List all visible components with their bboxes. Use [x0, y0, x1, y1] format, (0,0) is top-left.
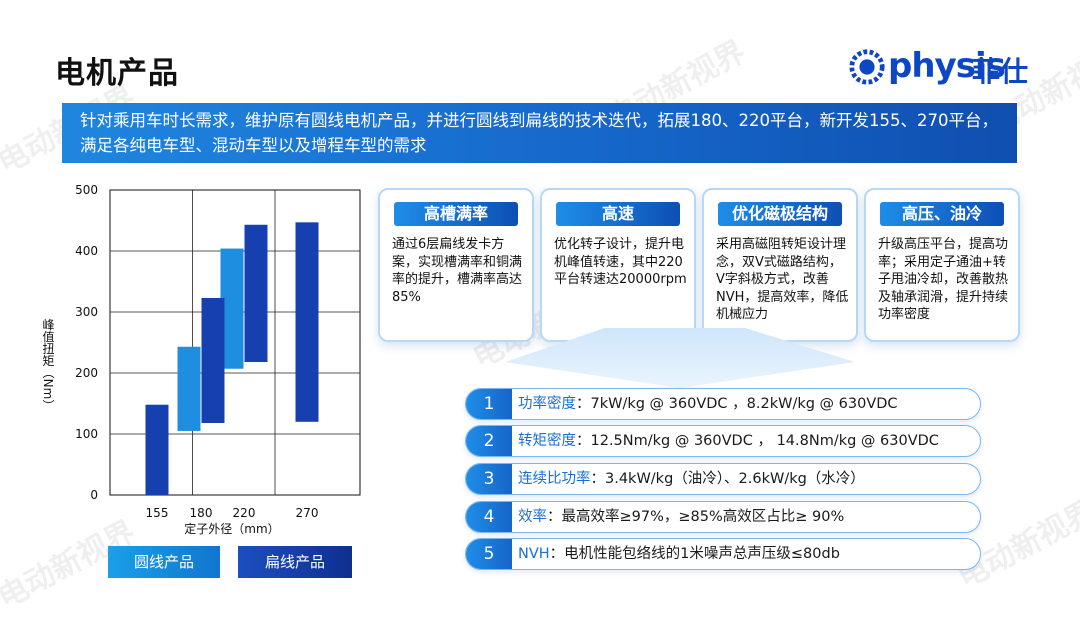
logo-wordmark: physis	[888, 46, 1006, 86]
feature-card-body: 升级高压平台，提高功率；采用定子通油+转子甩油冷却，改善散热及轴承润滑，提升持续…	[878, 237, 1009, 322]
x-tick-label: 155	[146, 506, 169, 520]
torque-range-bar	[295, 222, 319, 422]
feature-card-title: 高槽满率	[394, 202, 518, 226]
x-tick-label: 220	[233, 506, 256, 520]
logo-chinese: 菲仕	[972, 55, 1029, 88]
spec-row: 5 NVH：电机性能包络线的1米噪声总声压级≤80db	[465, 538, 981, 570]
feature-card: 优化磁极结构 采用高磁阻转矩设计理念，双V式磁路结构，V字斜极方式，改善NVH，…	[702, 188, 858, 342]
logo-gear-icon	[849, 49, 885, 85]
legend-round-wire: 圆线产品	[108, 546, 220, 578]
summary-text: 针对乘用车时长需求，维护原有圆线电机产品，并进行圆线到扁线的技术迭代，拓展180…	[80, 111, 998, 155]
spec-label: 连续比功率	[518, 471, 591, 487]
torque-chart: 0 100 200 300 400 500 155 180 220 270 定子外径（mm） 峰值扭矩…	[41, 183, 361, 536]
torque-range-bar	[220, 248, 244, 369]
torque-range-bar	[201, 297, 225, 424]
spec-value: ：7kW/kg @ 360VDC ，8.2kW/kg @ 630VDC	[576, 396, 898, 412]
spec-label: 转矩密度	[518, 433, 576, 449]
spec-value: ：最高效率≥97%，≥85%高效区占比≥ 90%	[547, 509, 845, 525]
plot-area	[109, 189, 361, 496]
x-tick-label: 270	[296, 506, 319, 520]
y-tick-label: 200	[75, 366, 98, 380]
spec-number: 3	[466, 464, 512, 494]
y-axis-title: 峰值扭矩（Nm）	[41, 318, 55, 411]
feature-card: 高压、油冷 升级高压平台，提高功率；采用定子通油+转子甩油冷却，改善散热及轴承润…	[864, 188, 1020, 342]
spec-number: 1	[466, 389, 512, 419]
company-logo: physis 菲仕	[848, 44, 1048, 94]
y-tick-label: 500	[75, 183, 98, 197]
feature-card-title: 优化磁极结构	[718, 202, 842, 226]
torque-range-bar	[244, 224, 268, 363]
spec-value: ：12.5Nm/kg @ 360VDC ， 14.8Nm/kg @ 630VDC	[576, 433, 939, 449]
summary-banner	[62, 103, 1017, 163]
feature-card-body: 采用高磁阻转矩设计理念，双V式磁路结构，V字斜极方式，改善NVH，提高效率，降低…	[716, 237, 849, 322]
spec-row: 2 转矩密度：12.5Nm/kg @ 360VDC ， 14.8Nm/kg @ …	[465, 425, 981, 457]
feature-card-title: 高速	[556, 202, 680, 226]
spec-label: NVH	[518, 546, 550, 562]
spec-value: ：3.4kW/kg（油冷）、2.6kW/kg（水冷）	[590, 471, 865, 487]
x-axis-title: 定子外径（mm）	[184, 521, 279, 536]
spec-label: 效率	[518, 509, 547, 525]
spec-value: ：电机性能包络线的1米噪声总声压级≤80db	[549, 546, 840, 562]
feature-card-body: 通过6层扁线发卡方案，实现槽满率和铜满率的提升，槽满率高达85%	[392, 237, 523, 305]
spec-number: 2	[466, 426, 512, 456]
y-tick-label: 400	[75, 244, 98, 258]
torque-range-bar	[177, 346, 201, 431]
spec-row: 3 连续比功率：3.4kW/kg（油冷）、2.6kW/kg（水冷）	[465, 463, 981, 495]
legend-flat-wire: 扁线产品	[238, 546, 352, 578]
feature-card-title: 高压、油冷	[880, 202, 1004, 226]
spec-row: 1 功率密度：7kW/kg @ 360VDC ，8.2kW/kg @ 630VD…	[465, 388, 981, 420]
feature-card: 高槽满率 通过6层扁线发卡方案，实现槽满率和铜满率的提升，槽满率高达85%	[378, 188, 534, 342]
spec-number: 4	[466, 502, 512, 532]
feature-card-body: 优化转子设计，提升电机峰值转速，其中220平台转速达20000rpm	[554, 237, 687, 287]
feature-card: 高速 优化转子设计，提升电机峰值转速，其中220平台转速达20000rpm	[540, 188, 696, 342]
x-tick-label: 180	[190, 506, 213, 520]
spec-row: 4 效率：最高效率≥97%，≥85%高效区占比≥ 90%	[465, 501, 981, 533]
page-title: 电机产品	[55, 56, 179, 91]
y-tick-label: 300	[75, 305, 98, 319]
y-tick-label: 100	[75, 427, 98, 441]
funnel-arrow-icon	[505, 328, 855, 388]
spec-label: 功率密度	[518, 396, 576, 412]
spec-number: 5	[466, 539, 512, 569]
torque-range-bar	[145, 404, 169, 495]
y-tick-label: 0	[90, 488, 98, 502]
